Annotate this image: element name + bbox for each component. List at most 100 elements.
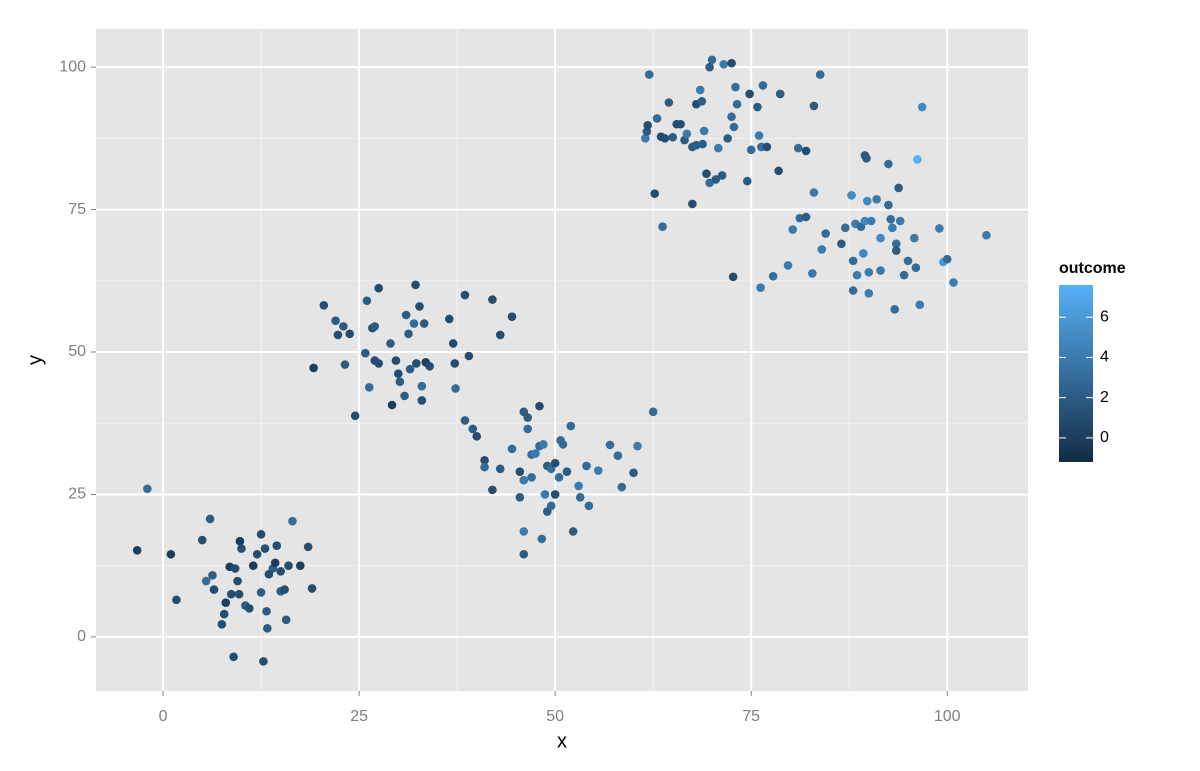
x-tick-label: 75	[742, 708, 760, 725]
point	[982, 230, 991, 240]
y-tick-label: 25	[68, 486, 86, 503]
point	[719, 60, 729, 69]
point	[444, 314, 454, 324]
point	[339, 322, 348, 331]
point	[613, 451, 623, 461]
point	[758, 81, 768, 90]
point	[303, 542, 313, 552]
point	[809, 101, 819, 111]
point	[229, 652, 238, 662]
point	[783, 261, 793, 270]
point	[768, 271, 778, 281]
point	[256, 588, 266, 597]
point	[230, 564, 240, 573]
point	[713, 143, 723, 153]
point	[862, 196, 872, 206]
y-tick-label: 75	[68, 201, 86, 218]
point	[862, 154, 871, 163]
point	[668, 132, 678, 142]
point	[248, 561, 258, 570]
point	[575, 492, 585, 502]
point	[641, 134, 650, 143]
point	[584, 501, 594, 511]
point	[629, 468, 638, 478]
point	[891, 239, 901, 249]
point	[527, 473, 536, 482]
point	[361, 348, 370, 358]
point	[895, 216, 905, 226]
point	[605, 440, 615, 450]
point	[705, 62, 714, 72]
point	[723, 134, 732, 143]
colorbar	[1059, 285, 1093, 462]
point	[523, 413, 532, 422]
point	[617, 482, 627, 492]
point	[412, 359, 421, 368]
point	[801, 146, 811, 156]
point	[566, 421, 576, 431]
point	[711, 175, 721, 184]
y-tick-label: 0	[77, 628, 86, 645]
point	[852, 270, 862, 280]
point	[234, 589, 244, 599]
y-axis-title: y	[24, 355, 46, 365]
point	[775, 89, 785, 99]
point	[652, 114, 662, 123]
point	[558, 440, 568, 449]
point	[166, 549, 176, 559]
point	[531, 449, 540, 458]
point	[633, 441, 642, 451]
point	[756, 283, 765, 292]
point	[894, 183, 903, 193]
point	[235, 536, 245, 546]
point	[460, 416, 470, 425]
point	[451, 384, 460, 393]
point	[488, 295, 497, 304]
point	[582, 461, 591, 471]
legend-title: outcome	[1059, 260, 1126, 277]
point	[370, 322, 380, 331]
point	[909, 233, 919, 243]
point	[217, 620, 227, 629]
point	[252, 549, 262, 559]
point	[550, 490, 560, 499]
point	[864, 289, 874, 298]
panel	[96, 29, 1028, 691]
point	[319, 301, 329, 310]
point	[688, 199, 697, 209]
point	[864, 267, 874, 277]
point	[480, 455, 489, 465]
point	[643, 120, 652, 130]
point	[132, 545, 142, 555]
point	[664, 98, 674, 107]
point	[732, 99, 742, 109]
point	[143, 484, 152, 494]
point	[519, 527, 529, 536]
point	[859, 249, 868, 258]
point	[942, 254, 952, 264]
point	[886, 214, 896, 224]
point	[642, 127, 652, 136]
point	[233, 576, 242, 586]
point	[890, 304, 899, 314]
legend-label: 2	[1100, 389, 1109, 406]
point	[884, 200, 893, 210]
point	[400, 391, 409, 401]
point	[535, 401, 544, 411]
x-axis-title: x	[557, 730, 567, 752]
point	[546, 501, 556, 511]
point	[540, 490, 550, 499]
point	[417, 381, 427, 391]
point	[415, 302, 424, 311]
point	[488, 485, 497, 495]
point	[515, 492, 525, 502]
point	[495, 464, 505, 474]
point	[788, 225, 798, 234]
legend-label: 4	[1100, 349, 1109, 366]
point	[753, 102, 762, 112]
y-tick-label: 100	[59, 58, 86, 75]
point	[913, 155, 922, 164]
point	[464, 351, 474, 361]
point	[208, 571, 217, 580]
